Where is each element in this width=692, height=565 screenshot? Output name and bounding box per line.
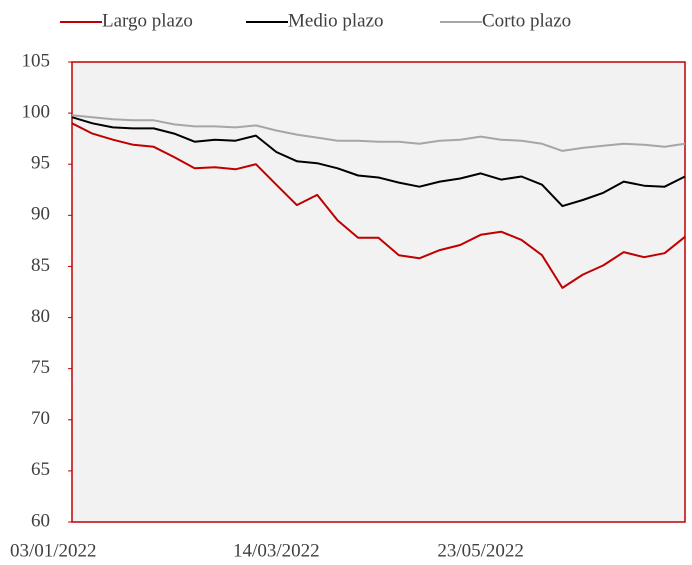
y-tick-label: 65 <box>31 459 50 480</box>
y-tick-label: 60 <box>31 510 50 531</box>
x-tick-label: 23/05/2022 <box>437 540 524 561</box>
x-tick-label: 03/01/2022 <box>10 540 97 561</box>
y-tick-label: 90 <box>31 204 50 225</box>
legend-label: Largo plazo <box>102 10 193 31</box>
line-series <box>71 116 686 208</box>
line-series <box>71 114 686 152</box>
y-tick-label: 75 <box>31 357 50 378</box>
y-tick-label: 105 <box>22 50 51 71</box>
x-tick-label: 14/03/2022 <box>233 540 320 561</box>
legend-label: Corto plazo <box>482 10 571 31</box>
line-series <box>71 122 686 289</box>
legend-label: Medio plazo <box>288 10 384 31</box>
y-tick-label: 95 <box>31 153 50 174</box>
y-tick-label: 70 <box>31 408 50 429</box>
plot-area <box>71 61 686 523</box>
y-tick-label: 100 <box>22 101 51 122</box>
y-tick-label: 80 <box>31 306 50 327</box>
y-tick-label: 85 <box>31 255 50 276</box>
